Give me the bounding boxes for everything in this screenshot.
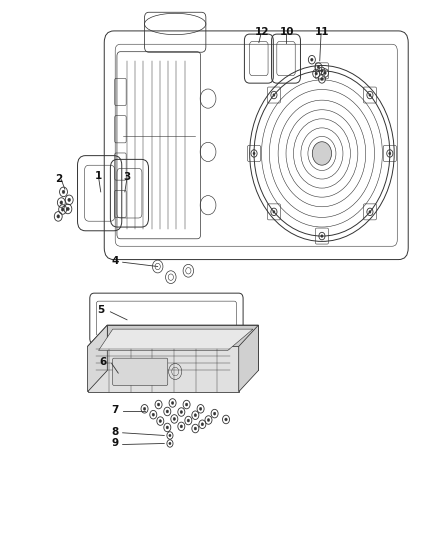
Circle shape (207, 418, 210, 422)
Circle shape (312, 142, 332, 165)
Circle shape (324, 71, 326, 75)
Circle shape (194, 427, 197, 430)
Circle shape (273, 94, 275, 96)
Circle shape (152, 413, 155, 416)
Circle shape (187, 419, 190, 422)
Circle shape (311, 58, 313, 61)
Circle shape (185, 403, 188, 406)
Polygon shape (99, 329, 253, 351)
Circle shape (225, 418, 227, 421)
Circle shape (143, 407, 146, 410)
Circle shape (253, 152, 255, 155)
Circle shape (321, 69, 323, 72)
Circle shape (369, 94, 371, 96)
Circle shape (62, 190, 65, 193)
Text: 5: 5 (97, 305, 104, 315)
Polygon shape (239, 325, 258, 392)
Circle shape (273, 211, 275, 213)
Circle shape (199, 407, 202, 410)
Circle shape (173, 417, 176, 421)
Text: 4: 4 (111, 256, 118, 266)
Circle shape (317, 66, 320, 69)
Circle shape (180, 410, 183, 414)
Text: 9: 9 (111, 439, 118, 448)
Circle shape (194, 414, 197, 417)
Circle shape (61, 208, 64, 211)
Circle shape (369, 211, 371, 213)
Polygon shape (107, 325, 258, 370)
Text: 8: 8 (111, 427, 118, 437)
Circle shape (321, 235, 323, 237)
Polygon shape (88, 325, 258, 346)
Circle shape (169, 434, 171, 437)
Circle shape (213, 412, 216, 415)
Text: 6: 6 (99, 358, 106, 367)
Text: 11: 11 (314, 27, 329, 37)
FancyBboxPatch shape (113, 358, 168, 385)
Circle shape (166, 426, 169, 429)
Circle shape (180, 425, 183, 428)
Circle shape (157, 403, 160, 406)
Circle shape (171, 401, 174, 405)
Circle shape (169, 442, 171, 445)
Circle shape (315, 72, 318, 75)
Text: 12: 12 (254, 27, 269, 37)
Circle shape (166, 410, 169, 413)
Circle shape (159, 419, 162, 423)
Circle shape (68, 198, 71, 201)
Circle shape (321, 77, 323, 80)
Circle shape (201, 423, 204, 426)
Text: 7: 7 (111, 406, 118, 415)
Polygon shape (88, 346, 239, 392)
Text: 2: 2 (56, 174, 63, 183)
Polygon shape (88, 325, 107, 392)
Circle shape (389, 152, 391, 155)
Text: 3: 3 (124, 172, 131, 182)
Circle shape (57, 215, 60, 218)
Circle shape (60, 201, 63, 204)
Text: 10: 10 (279, 27, 294, 37)
Circle shape (67, 207, 69, 211)
Text: 1: 1 (95, 171, 102, 181)
